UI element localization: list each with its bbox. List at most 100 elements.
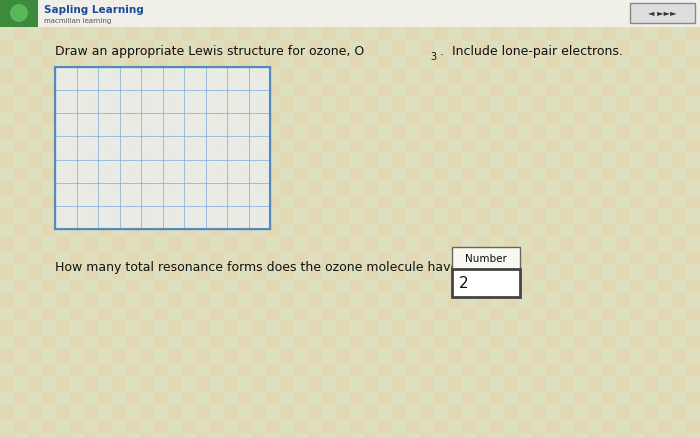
Bar — [210, 0, 224, 14]
Bar — [462, 223, 476, 237]
Bar — [476, 419, 490, 433]
Bar — [392, 42, 406, 56]
Bar — [560, 14, 574, 28]
Bar — [574, 70, 588, 84]
Bar — [168, 70, 182, 84]
Bar — [616, 14, 630, 28]
Bar — [546, 405, 560, 419]
Bar — [420, 98, 434, 112]
Bar — [350, 307, 364, 321]
Bar — [322, 14, 336, 28]
Bar — [392, 237, 406, 251]
Bar — [14, 168, 28, 182]
Bar — [420, 237, 434, 251]
Bar — [322, 56, 336, 70]
Bar — [266, 223, 280, 237]
Bar — [266, 433, 280, 438]
Bar — [434, 209, 448, 223]
Bar — [574, 140, 588, 154]
Bar — [658, 70, 672, 84]
Bar — [630, 154, 644, 168]
Bar — [378, 349, 392, 363]
Bar — [98, 84, 112, 98]
Bar — [294, 377, 308, 391]
Bar — [560, 112, 574, 126]
Bar — [392, 14, 406, 28]
Bar — [518, 154, 532, 168]
Bar — [238, 56, 252, 70]
Bar — [252, 42, 266, 56]
Bar — [462, 140, 476, 154]
Bar — [70, 168, 84, 182]
Bar — [84, 70, 98, 84]
Bar — [280, 140, 294, 154]
Bar — [336, 56, 350, 70]
Bar — [238, 14, 252, 28]
Bar — [462, 405, 476, 419]
Bar — [140, 279, 154, 293]
Bar — [490, 70, 504, 84]
Bar — [392, 56, 406, 70]
Bar — [140, 433, 154, 438]
Bar — [336, 251, 350, 265]
Bar — [560, 42, 574, 56]
Bar — [672, 112, 686, 126]
Bar — [406, 377, 420, 391]
Bar — [84, 349, 98, 363]
Bar — [574, 223, 588, 237]
Bar — [574, 98, 588, 112]
Bar — [308, 405, 322, 419]
Bar — [504, 182, 518, 195]
Bar — [182, 98, 196, 112]
Bar — [532, 209, 546, 223]
Bar — [504, 98, 518, 112]
Bar — [644, 335, 658, 349]
Bar — [630, 391, 644, 405]
Bar — [84, 14, 98, 28]
Bar — [308, 168, 322, 182]
Bar — [140, 154, 154, 168]
Bar — [406, 195, 420, 209]
Bar — [406, 405, 420, 419]
Bar — [56, 391, 70, 405]
Bar — [70, 84, 84, 98]
Bar — [378, 28, 392, 42]
Bar — [252, 98, 266, 112]
Bar — [686, 154, 700, 168]
Bar — [434, 391, 448, 405]
Bar — [98, 293, 112, 307]
Bar — [112, 154, 126, 168]
Bar — [644, 42, 658, 56]
Bar — [406, 363, 420, 377]
Bar — [546, 195, 560, 209]
Bar — [308, 195, 322, 209]
Bar — [686, 0, 700, 14]
Bar — [462, 42, 476, 56]
Bar — [350, 126, 364, 140]
Bar — [168, 433, 182, 438]
Bar — [672, 391, 686, 405]
Bar — [658, 42, 672, 56]
Bar — [252, 70, 266, 84]
Bar — [588, 140, 602, 154]
Bar — [658, 321, 672, 335]
Bar — [308, 209, 322, 223]
Bar — [658, 112, 672, 126]
Bar — [0, 237, 14, 251]
Bar — [182, 405, 196, 419]
Bar — [42, 98, 56, 112]
Bar — [434, 42, 448, 56]
Bar — [504, 223, 518, 237]
Bar — [308, 98, 322, 112]
Bar — [238, 293, 252, 307]
Bar — [322, 349, 336, 363]
Bar — [84, 209, 98, 223]
Bar — [224, 419, 238, 433]
Bar — [574, 335, 588, 349]
Bar — [98, 237, 112, 251]
Bar — [574, 112, 588, 126]
Bar — [322, 307, 336, 321]
Bar — [154, 293, 168, 307]
Bar — [406, 70, 420, 84]
Bar — [98, 433, 112, 438]
